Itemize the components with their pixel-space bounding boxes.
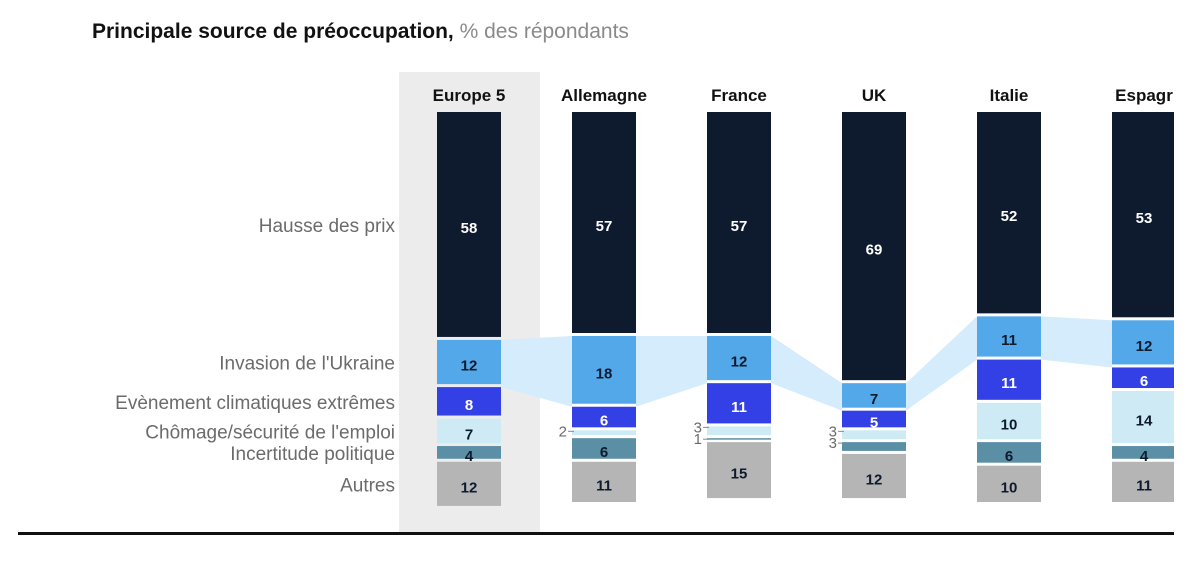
data-label: 11 xyxy=(1136,477,1152,494)
data-label: 4 xyxy=(1140,448,1149,465)
connector-band-invasion-de-l-ukraine xyxy=(636,336,707,407)
bar-segment-hausse-des-prix xyxy=(977,112,1041,314)
data-label: 10 xyxy=(1001,416,1018,433)
connector-bands xyxy=(501,316,1112,411)
bar-segment-chomage-securite-de-l-emploi xyxy=(572,430,636,436)
data-label: 11 xyxy=(731,399,747,416)
data-label: 12 xyxy=(461,357,478,374)
bar-segment-invasion-de-l-ukraine xyxy=(842,383,906,408)
chart-subtitle: % des répondants xyxy=(459,20,629,43)
data-label: 3 xyxy=(694,419,702,436)
column-label: Europe 5 xyxy=(433,86,506,105)
bar-segment-incertitude-politique xyxy=(977,442,1041,463)
connector-band-invasion-de-l-ukraine xyxy=(906,316,977,411)
data-label: 12 xyxy=(731,354,748,371)
data-label: 12 xyxy=(1136,338,1153,355)
bar-segment-evenement-climatiques-extremes xyxy=(977,359,1041,400)
column-label: Italie xyxy=(990,86,1029,105)
bar-segment-evenement-climatiques-extremes xyxy=(437,387,501,416)
chart-title-main: Principale source de préoccupation, xyxy=(92,20,454,43)
bar-segment-incertitude-politique xyxy=(707,438,771,440)
data-label: 10 xyxy=(1001,479,1018,496)
bar-segment-autres xyxy=(707,442,771,499)
data-label: 4 xyxy=(465,448,474,465)
bar-segment-autres xyxy=(977,465,1041,502)
data-label: 57 xyxy=(731,218,748,235)
bar-segment-hausse-des-prix xyxy=(1112,112,1176,318)
data-label: 11 xyxy=(1001,332,1017,349)
bar-segment-hausse-des-prix xyxy=(572,112,636,334)
bar-segment-invasion-de-l-ukraine xyxy=(1112,320,1176,365)
data-label: 6 xyxy=(600,444,608,461)
data-label: 12 xyxy=(866,471,883,488)
category-label-hausse-des-prix: Hausse des prix xyxy=(259,216,396,237)
data-label: 57 xyxy=(596,218,613,235)
chart-title: Principale source de préoccupation, % de… xyxy=(92,20,629,44)
data-label: 53 xyxy=(1136,210,1153,227)
column-label: Espagr xyxy=(1115,86,1173,105)
category-label-incertitude-politique: Incertitude politique xyxy=(230,444,395,465)
bottom-crop xyxy=(0,535,1200,562)
category-label-invasion-de-l-ukraine: Invasion de l'Ukraine xyxy=(219,354,395,375)
bar-segment-autres xyxy=(572,461,636,502)
connector-band-invasion-de-l-ukraine xyxy=(1041,316,1112,368)
connector-band-invasion-de-l-ukraine xyxy=(771,336,842,411)
bar-segment-invasion-de-l-ukraine xyxy=(707,336,771,381)
data-label: 11 xyxy=(1001,375,1017,392)
data-label: 8 xyxy=(465,397,473,414)
data-label: 3 xyxy=(829,423,837,440)
data-label: 11 xyxy=(596,477,612,494)
data-label: 6 xyxy=(1005,448,1013,465)
category-label-autres: Autres xyxy=(340,475,395,496)
column-label: France xyxy=(711,86,767,105)
column-label: Allemagne xyxy=(561,86,647,105)
data-label: 52 xyxy=(1001,208,1018,225)
bar-segment-chomage-securite-de-l-emploi xyxy=(437,418,501,444)
right-crop xyxy=(1174,72,1200,542)
bar-segment-evenement-climatiques-extremes xyxy=(842,410,906,428)
data-label: 6 xyxy=(1140,373,1148,390)
bar-segment-incertitude-politique xyxy=(1112,446,1176,459)
data-label: 15 xyxy=(731,466,748,483)
bar-segment-hausse-des-prix xyxy=(437,112,501,337)
bar-segment-invasion-de-l-ukraine xyxy=(437,339,501,385)
data-label: 18 xyxy=(596,365,613,382)
bar-segment-autres xyxy=(1112,461,1176,502)
data-label: 14 xyxy=(1136,413,1153,430)
data-label: 69 xyxy=(866,242,883,259)
data-label: 7 xyxy=(870,391,878,408)
data-label: 6 xyxy=(600,413,608,430)
bars-layer xyxy=(437,112,1176,506)
data-label: 5 xyxy=(870,414,878,431)
bar-segment-hausse-des-prix xyxy=(707,112,771,334)
data-label: 1 xyxy=(694,431,702,448)
bar-segment-autres xyxy=(437,461,501,506)
bar-segment-autres xyxy=(842,453,906,499)
data-label: 7 xyxy=(465,426,473,443)
bar-segment-incertitude-politique xyxy=(842,442,906,451)
bar-segment-evenement-climatiques-extremes xyxy=(1112,367,1176,389)
category-label-evenement-climatiques-extremes: Evènement climatiques extrêmes xyxy=(115,393,395,414)
connector-band-invasion-de-l-ukraine xyxy=(501,336,572,407)
bar-segment-chomage-securite-de-l-emploi xyxy=(1112,391,1176,444)
data-label: 3 xyxy=(829,435,837,452)
bar-segment-evenement-climatiques-extremes xyxy=(707,383,771,424)
data-label: 2 xyxy=(559,423,567,440)
bar-segment-incertitude-politique xyxy=(437,446,501,459)
bar-segment-chomage-securite-de-l-emploi xyxy=(707,426,771,436)
bar-segment-invasion-de-l-ukraine xyxy=(977,316,1041,357)
bar-segment-evenement-climatiques-extremes xyxy=(572,406,636,428)
data-label: 12 xyxy=(461,479,478,496)
bar-segment-hausse-des-prix xyxy=(842,112,906,381)
data-label: 58 xyxy=(461,220,478,237)
bar-segment-incertitude-politique xyxy=(572,438,636,459)
bar-segment-chomage-securite-de-l-emploi xyxy=(842,430,906,440)
column-label: UK xyxy=(862,86,887,105)
bar-segment-invasion-de-l-ukraine xyxy=(572,336,636,404)
bar-segment-chomage-securite-de-l-emploi xyxy=(977,402,1041,440)
bottom-rule xyxy=(18,532,1174,535)
category-label-chomage-securite-de-l-emploi: Chômage/sécurité de l'emploi xyxy=(145,422,395,443)
